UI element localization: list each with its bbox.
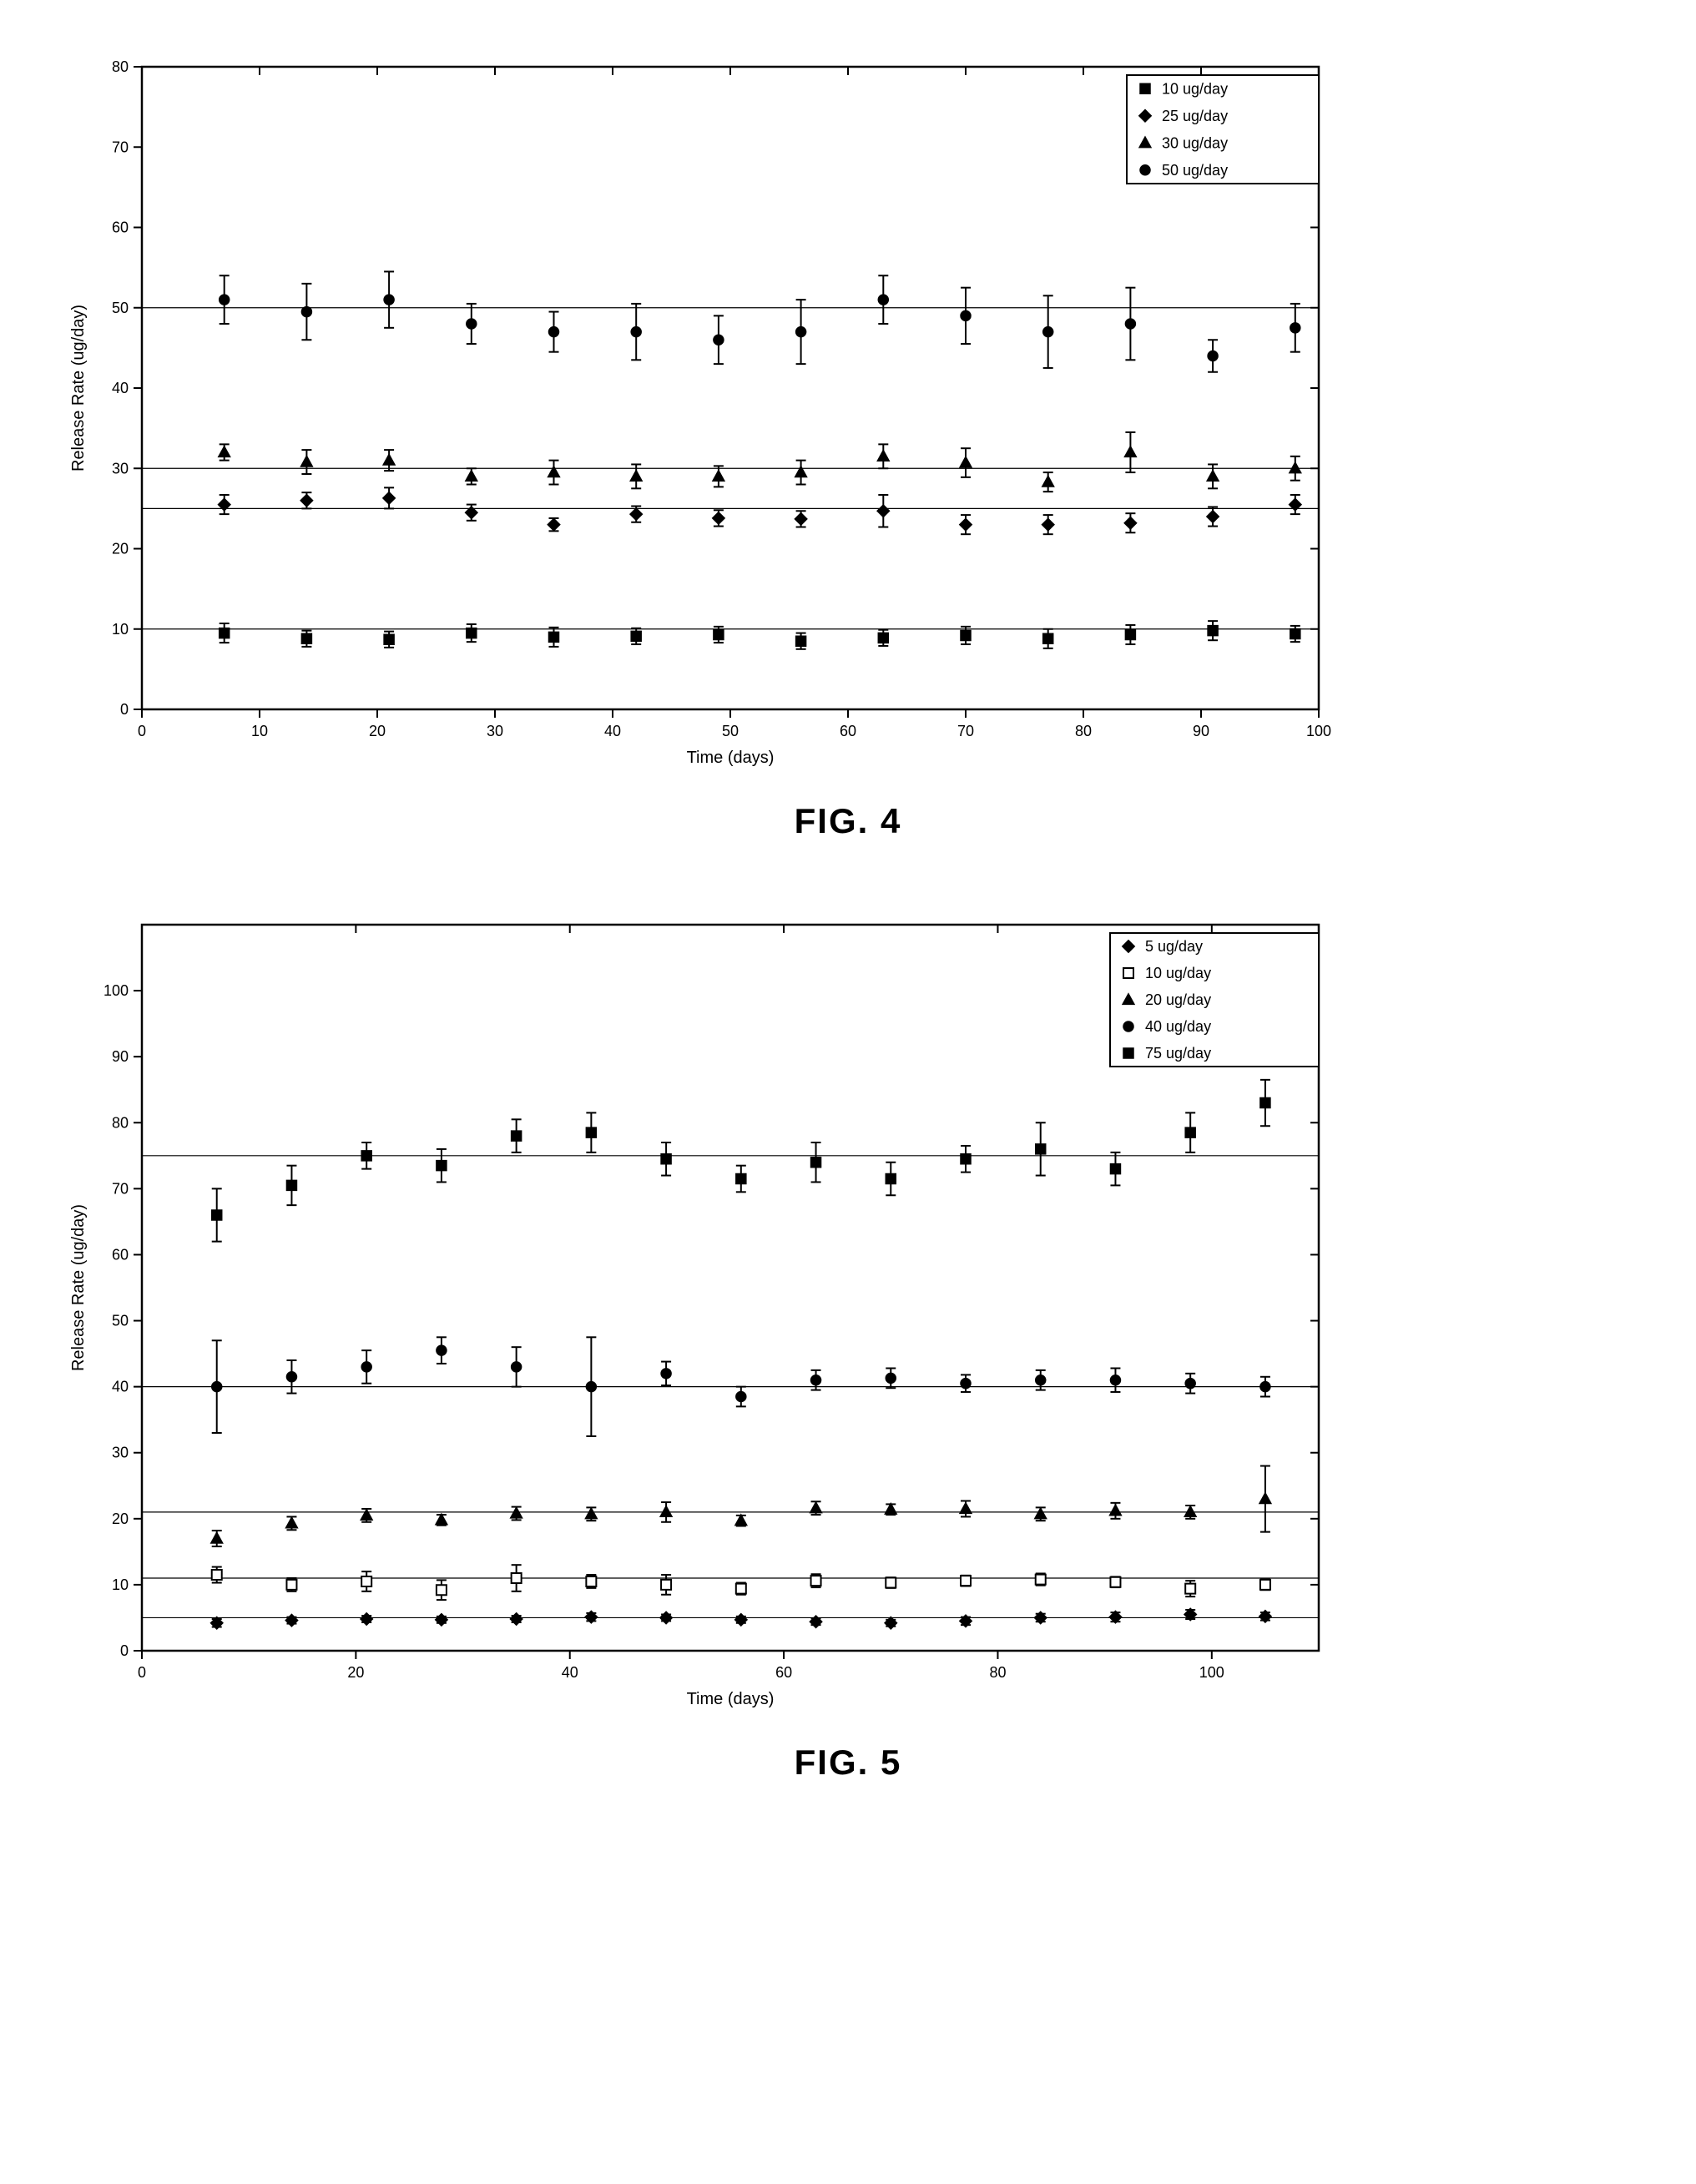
svg-text:60: 60 xyxy=(840,723,856,739)
svg-text:75 ug/day: 75 ug/day xyxy=(1145,1045,1211,1062)
svg-text:40 ug/day: 40 ug/day xyxy=(1145,1018,1211,1035)
svg-text:70: 70 xyxy=(112,1180,129,1197)
svg-text:100: 100 xyxy=(103,982,129,999)
svg-text:60: 60 xyxy=(112,1246,129,1263)
svg-text:40: 40 xyxy=(112,380,129,396)
svg-text:10 ug/day: 10 ug/day xyxy=(1162,80,1228,97)
svg-text:25 ug/day: 25 ug/day xyxy=(1162,108,1228,124)
svg-text:30: 30 xyxy=(112,1445,129,1461)
svg-text:5 ug/day: 5 ug/day xyxy=(1145,938,1203,955)
svg-text:80: 80 xyxy=(1075,723,1092,739)
svg-text:Time (days): Time (days) xyxy=(687,749,775,767)
svg-text:100: 100 xyxy=(1306,723,1331,739)
svg-text:20: 20 xyxy=(112,541,129,557)
svg-text:0: 0 xyxy=(138,723,146,739)
svg-text:80: 80 xyxy=(989,1664,1006,1681)
svg-text:30: 30 xyxy=(112,460,129,477)
svg-text:Time (days): Time (days) xyxy=(687,1690,775,1708)
svg-text:40: 40 xyxy=(562,1664,578,1681)
svg-text:10 ug/day: 10 ug/day xyxy=(1145,965,1211,981)
svg-text:20: 20 xyxy=(369,723,386,739)
figure-4-title: FIG. 4 xyxy=(33,801,1663,841)
svg-text:20: 20 xyxy=(347,1664,364,1681)
svg-text:60: 60 xyxy=(775,1664,792,1681)
figure-4-container: 0 10 20 30 40 50 60 70 80 90 100 0 10 20 30 40 50 60 70 80 T… xyxy=(33,33,1663,841)
svg-text:20: 20 xyxy=(112,1511,129,1527)
svg-text:30 ug/day: 30 ug/day xyxy=(1162,134,1228,151)
svg-text:50: 50 xyxy=(722,723,739,739)
figure-5-title: FIG. 5 xyxy=(33,1743,1663,1783)
svg-text:90: 90 xyxy=(1193,723,1209,739)
svg-text:10: 10 xyxy=(112,621,129,638)
svg-text:10: 10 xyxy=(112,1576,129,1593)
svg-text:50: 50 xyxy=(112,1313,129,1329)
svg-text:80: 80 xyxy=(112,1114,129,1131)
figure-5-container: 0 20 40 60 80 100 0 10 20 30 40 50 60 70 80 90 100 Time (… xyxy=(33,891,1663,1783)
svg-text:60: 60 xyxy=(112,219,129,236)
svg-text:Release Rate (ug/day): Release Rate (ug/day) xyxy=(69,1204,88,1371)
svg-text:50 ug/day: 50 ug/day xyxy=(1162,162,1228,179)
svg-text:90: 90 xyxy=(112,1048,129,1065)
svg-text:30: 30 xyxy=(487,723,503,739)
svg-text:0: 0 xyxy=(120,1642,129,1659)
svg-text:40: 40 xyxy=(604,723,621,739)
svg-text:70: 70 xyxy=(112,139,129,155)
svg-text:20 ug/day: 20 ug/day xyxy=(1145,991,1211,1008)
svg-text:0: 0 xyxy=(120,701,129,718)
figure-5-chart: 0 20 40 60 80 100 0 10 20 30 40 50 60 70 80 90 100 Time (… xyxy=(33,891,1663,1726)
svg-text:80: 80 xyxy=(112,58,129,75)
svg-text:40: 40 xyxy=(112,1379,129,1395)
svg-text:10: 10 xyxy=(251,723,268,739)
svg-text:0: 0 xyxy=(138,1664,146,1681)
svg-text:50: 50 xyxy=(112,300,129,316)
svg-text:Release Rate (ug/day): Release Rate (ug/day) xyxy=(69,305,88,472)
svg-text:70: 70 xyxy=(957,723,974,739)
svg-text:100: 100 xyxy=(1199,1664,1224,1681)
figure-4-chart: 0 10 20 30 40 50 60 70 80 90 100 0 10 20 30 40 50 60 70 80 T… xyxy=(33,33,1663,784)
